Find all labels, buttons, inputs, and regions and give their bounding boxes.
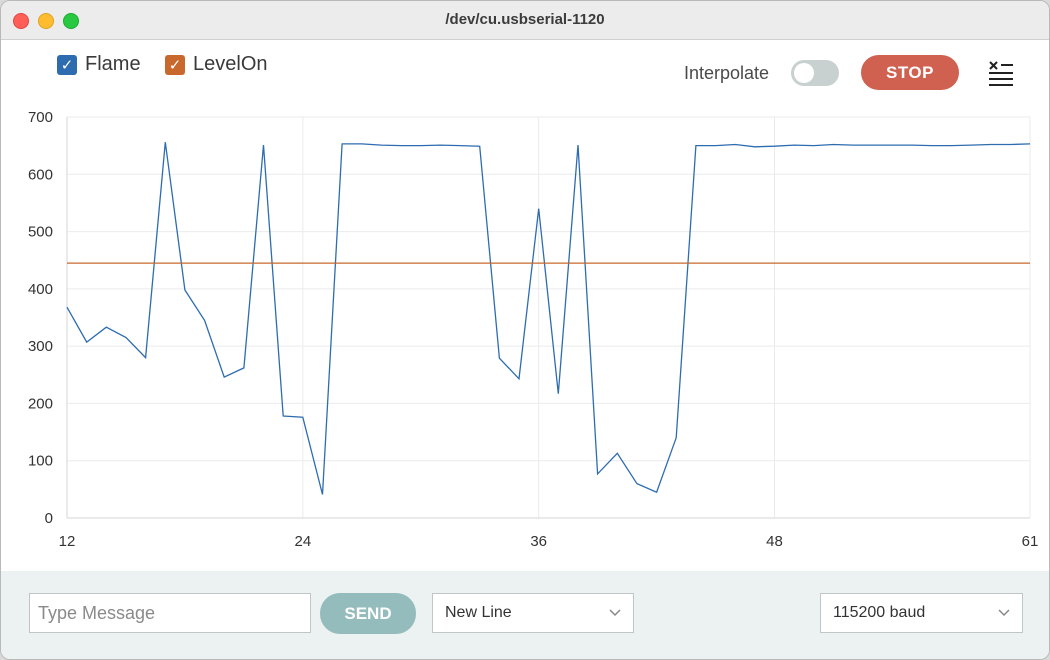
y-axis: 0 100 200 300 400 500 600 700: [28, 109, 53, 527]
y-tick-label: 700: [28, 109, 53, 126]
grid-lines: [66, 116, 1031, 519]
x-tick-label: 61: [1022, 533, 1039, 550]
baud-rate-select[interactable]: 115200 baud: [820, 593, 1023, 633]
close-window-button[interactable]: [13, 13, 29, 29]
x-tick-label: 24: [294, 533, 311, 550]
y-tick-label: 200: [28, 395, 53, 412]
send-button[interactable]: SEND: [320, 593, 416, 634]
minimize-window-button[interactable]: [38, 13, 54, 29]
series-line-flame: [66, 142, 1031, 495]
legend-item-flame[interactable]: ✓ Flame: [57, 53, 141, 76]
y-tick-label: 300: [28, 338, 53, 355]
chevron-down-icon: [609, 609, 621, 617]
legend-item-levelon[interactable]: ✓ LevelOn: [165, 53, 268, 76]
baud-rate-value: 115200 baud: [833, 604, 926, 621]
y-tick-label: 100: [28, 453, 53, 470]
y-tick-label: 400: [28, 281, 53, 298]
interpolate-label: Interpolate: [684, 63, 770, 83]
line-ending-select[interactable]: New Line: [432, 593, 634, 633]
zoom-window-button[interactable]: [63, 13, 79, 29]
x-tick-label: 12: [59, 533, 76, 550]
stop-button[interactable]: STOP: [861, 55, 959, 90]
y-tick-label: 600: [28, 166, 53, 183]
flame-checkbox[interactable]: ✓: [57, 54, 77, 75]
chevron-down-icon: [998, 609, 1010, 617]
levelon-checkbox[interactable]: ✓: [165, 54, 185, 75]
x-tick-label: 36: [530, 533, 547, 550]
clear-list-icon[interactable]: [987, 59, 1015, 87]
legend-label-levelon: LevelOn: [193, 53, 268, 75]
x-tick-label: 48: [766, 533, 783, 550]
series-lines: [66, 142, 1031, 495]
line-ending-value: New Line: [445, 604, 512, 621]
legend-label-flame: Flame: [85, 53, 141, 75]
y-tick-label: 0: [45, 510, 53, 527]
x-axis: 12 24 36 48 61: [59, 533, 1039, 550]
interpolate-toggle[interactable]: [791, 60, 839, 86]
y-tick-label: 500: [28, 224, 53, 241]
message-input[interactable]: [29, 593, 311, 633]
toggle-knob: [794, 63, 814, 83]
plot-area: 0 100 200 300 400 500 600 700 12 24 36 48 61: [28, 109, 1039, 550]
window-title: /dev/cu.usbserial-1120: [445, 11, 605, 28]
footer-bar: SEND New Line 115200 baud: [1, 571, 1049, 659]
title-bar: /dev/cu.usbserial-1120: [1, 1, 1049, 40]
